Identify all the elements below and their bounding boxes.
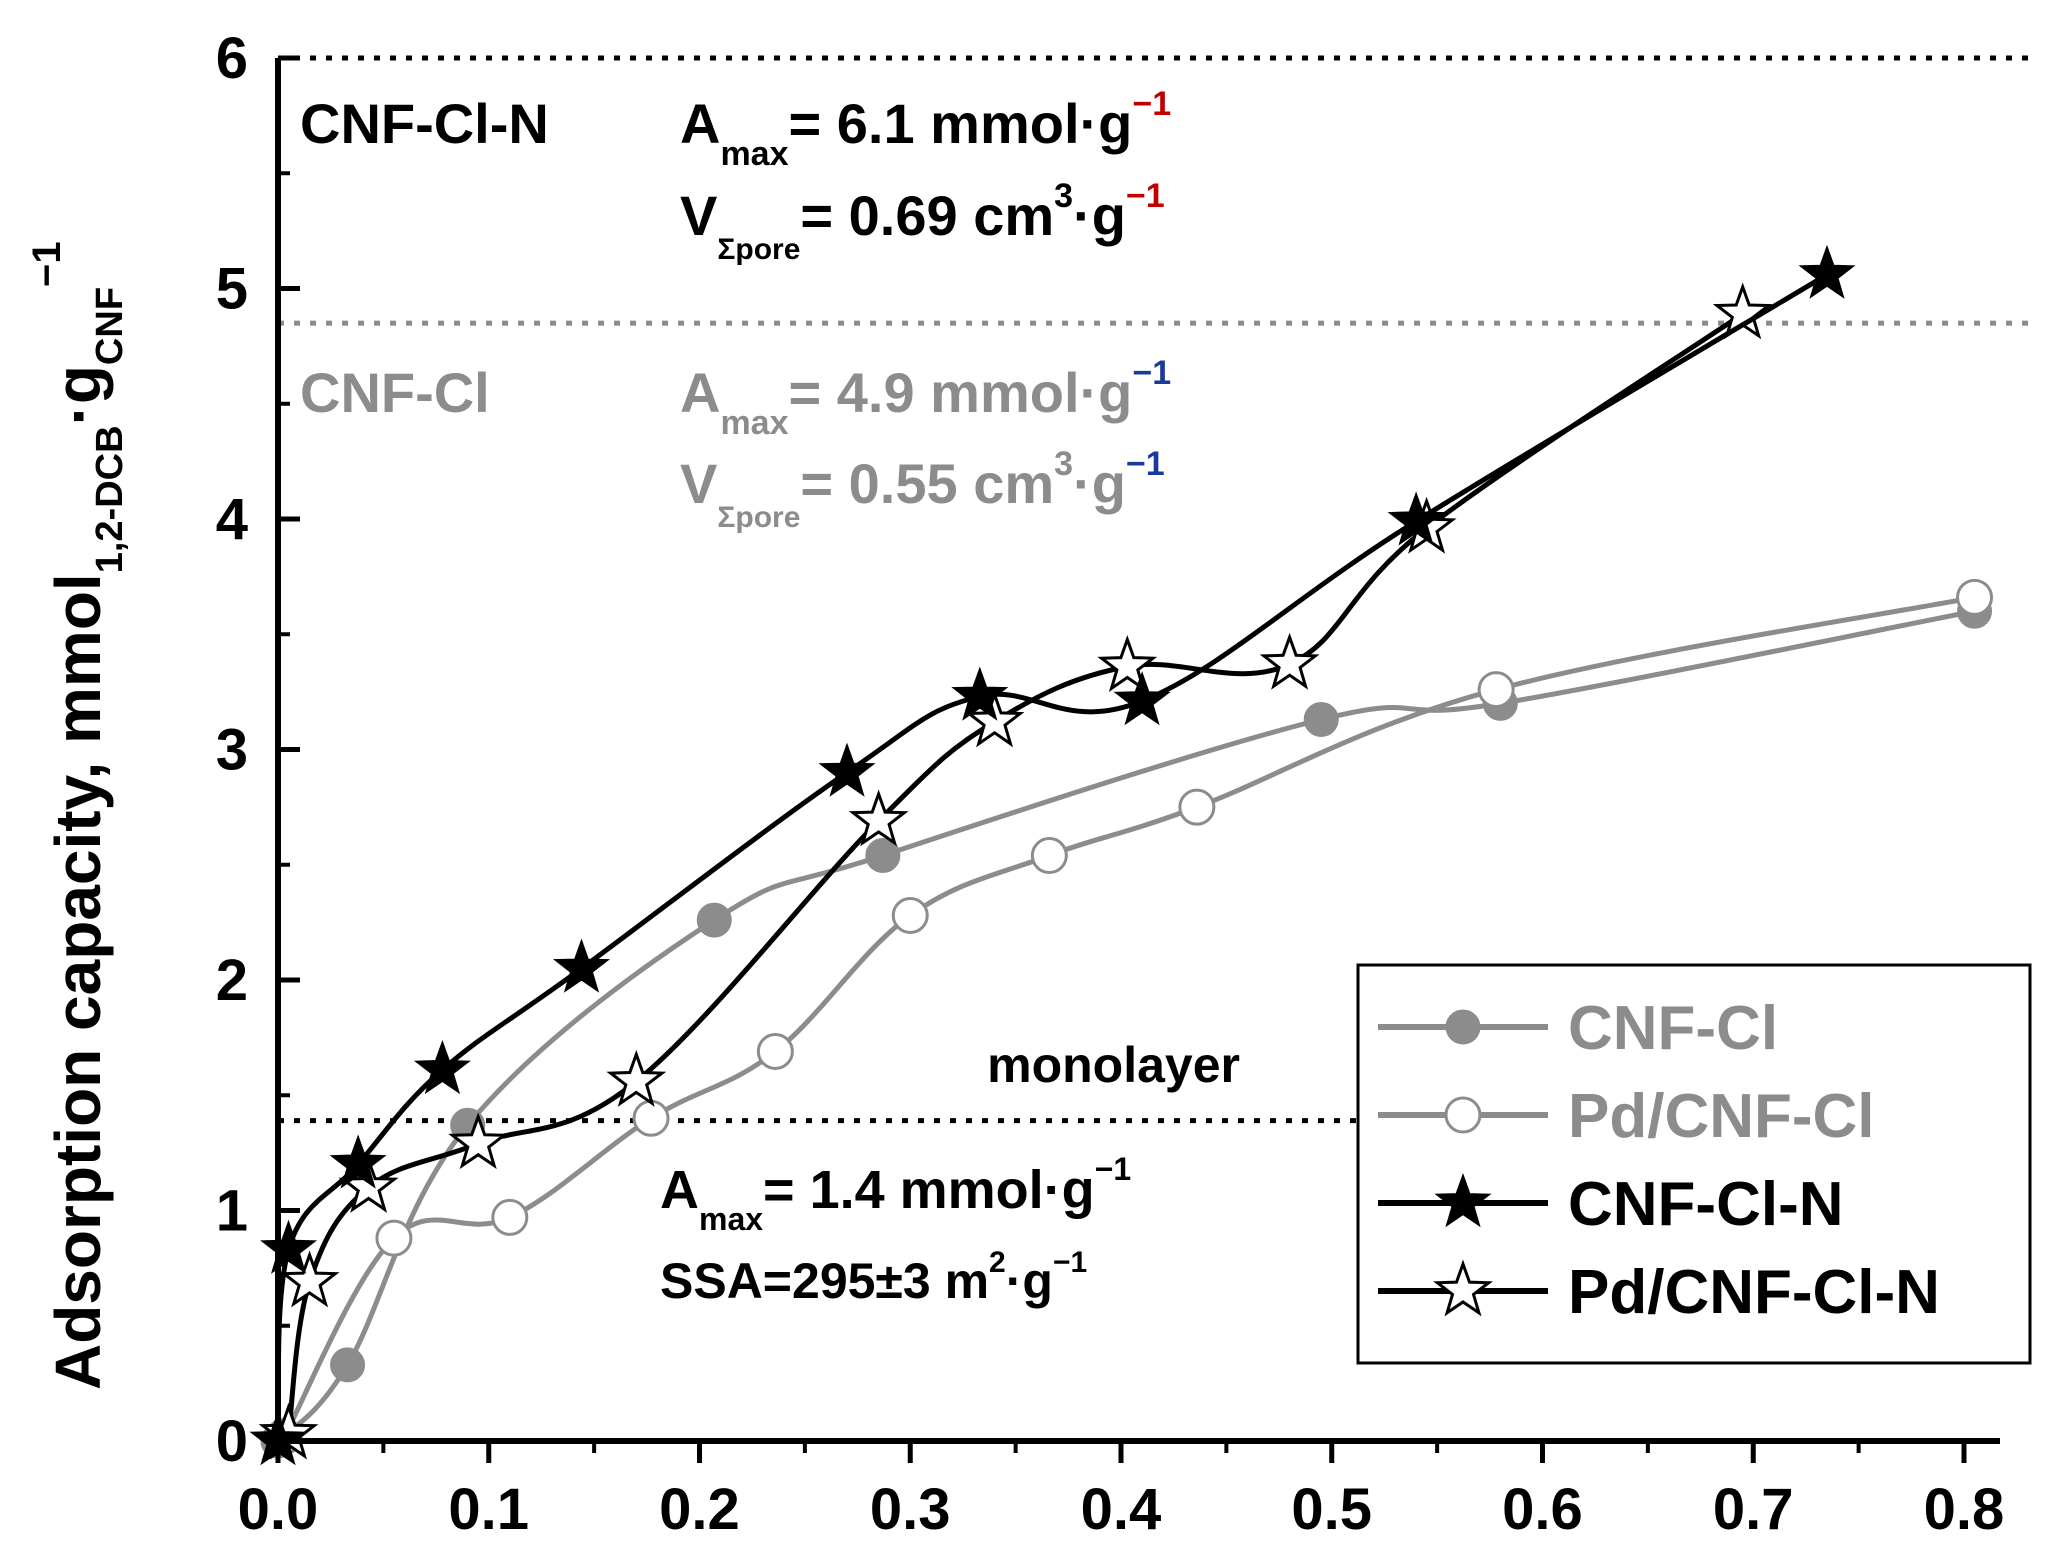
monolayer-ssa: SSA=295±3 m2·g−1 xyxy=(660,1246,1087,1309)
cnf-cl-n-label: CNF-Cl-N xyxy=(300,92,549,155)
monolayer-annotation: monolayer Amax= 1.4 mmol·g−1 SSA=295±3 m… xyxy=(660,1037,1240,1309)
data-point-cnf-cl xyxy=(1303,702,1339,738)
cnf-cl-n-annotation: CNF-Cl-N Amax= 6.1 mmol·g−1 VΣpore= 0.69… xyxy=(300,85,1171,266)
x-tick-label: 0.5 xyxy=(1291,1477,1372,1542)
data-point-cnf-cl-n xyxy=(260,1219,318,1274)
data-point-cnf-cl-n xyxy=(1798,244,1856,299)
data-point-pd-cnf-cl-n xyxy=(279,1250,340,1308)
data-point-pd-cnf-cl-n xyxy=(1259,632,1320,690)
cnf-cl-n-amax: Amax= 6.1 mmol·g−1 xyxy=(680,85,1171,173)
legend-marker xyxy=(1445,1009,1481,1045)
x-tick-label: 0.4 xyxy=(1081,1477,1162,1542)
data-point-cnf-cl xyxy=(330,1347,366,1383)
data-point-pd-cnf-cl-n xyxy=(964,690,1025,748)
data-point-pd-cnf-cl xyxy=(1178,788,1216,826)
y-tick-label: 5 xyxy=(216,257,248,322)
cnf-cl-label: CNF-Cl xyxy=(300,361,490,424)
legend-label: Pd/CNF-Cl xyxy=(1568,1082,1875,1151)
y-axis-label: Adsorption capacity, mmol1,2-DCB·gCNF−1 xyxy=(25,241,131,1390)
data-point-pd-cnf-cl xyxy=(632,1099,670,1137)
legend-marker xyxy=(1433,1259,1493,1317)
x-tick-label: 0.2 xyxy=(659,1477,740,1542)
data-point-pd-cnf-cl xyxy=(756,1032,794,1070)
data-point-cnf-cl-n xyxy=(552,938,611,993)
cnf-cl-annotation: CNF-Cl Amax= 4.9 mmol·g−1 VΣpore= 0.55 c… xyxy=(300,354,1171,534)
data-point-cnf-cl-n xyxy=(951,666,1009,721)
data-point-pd-cnf-cl-n xyxy=(848,789,909,847)
y-tick-label: 4 xyxy=(216,487,248,552)
x-tick-label: 0.7 xyxy=(1713,1477,1794,1542)
monolayer-amax: Amax= 1.4 mmol·g−1 xyxy=(660,1151,1131,1237)
y-tick-label: 3 xyxy=(216,718,248,783)
x-tick-label: 0.0 xyxy=(238,1477,319,1542)
series-layer xyxy=(249,244,1994,1466)
legend-label: CNF-Cl xyxy=(1568,994,1778,1063)
legend-entry-pd-cnf-cl-n: Pd/CNF-Cl-N xyxy=(1378,1258,1940,1327)
y-tick-label: 1 xyxy=(216,1179,248,1244)
ticks: 0 1 2 3 4 5 6 0.0 0.1 0.2 0.3 0.4 0.5 0.6 0.7 0.8 xyxy=(216,26,2005,1542)
legend-marker xyxy=(1444,1096,1482,1134)
data-point-pd-cnf-cl xyxy=(1477,671,1515,709)
legend-entry-cnf-cl-n: CNF-Cl-N xyxy=(1378,1170,1844,1239)
data-point-pd-cnf-cl xyxy=(1956,578,1994,616)
data-point-pd-cnf-cl-n xyxy=(1097,635,1158,693)
y-tick-label: 2 xyxy=(216,948,248,1013)
data-point-cnf-cl xyxy=(865,838,901,874)
y-tick-label: 6 xyxy=(216,26,248,91)
legend-label: CNF-Cl-N xyxy=(1568,1170,1844,1239)
legend-marker xyxy=(1434,1173,1492,1228)
x-tick-label: 0.8 xyxy=(1924,1477,2005,1542)
x-tick-label: 0.3 xyxy=(870,1477,951,1542)
x-tick-label: 0.1 xyxy=(448,1477,529,1542)
legend-entry-cnf-cl: CNF-Cl xyxy=(1378,994,1778,1063)
data-point-cnf-cl-n xyxy=(1387,491,1445,546)
data-point-pd-cnf-cl-n xyxy=(448,1112,509,1170)
data-point-cnf-cl-n xyxy=(413,1039,471,1095)
monolayer-label: monolayer xyxy=(987,1037,1240,1093)
data-point-pd-cnf-cl xyxy=(891,896,929,934)
data-point-cnf-cl-n xyxy=(818,742,876,797)
cnf-cl-vpore: VΣpore= 0.55 cm3·g−1 xyxy=(680,445,1165,534)
series-cnf-cl-n xyxy=(249,244,1856,1466)
data-point-pd-cnf-cl-n xyxy=(606,1049,667,1107)
data-point-cnf-cl-n xyxy=(329,1134,387,1189)
cnf-cl-amax: Amax= 4.9 mmol·g−1 xyxy=(680,354,1171,442)
cnf-cl-n-vpore: VΣpore= 0.69 cm3·g−1 xyxy=(680,177,1165,266)
data-point-cnf-cl xyxy=(696,902,732,938)
legend-label: Pd/CNF-Cl-N xyxy=(1568,1258,1940,1327)
data-point-pd-cnf-cl xyxy=(1030,837,1068,875)
y-tick-label: 0 xyxy=(216,1409,248,1474)
data-point-pd-cnf-cl xyxy=(491,1198,529,1236)
legend-entries: CNF-Cl Pd/CNF-Cl CNF-Cl-N Pd/CNF-Cl-N xyxy=(1378,994,1940,1327)
legend: CNF-Cl Pd/CNF-Cl CNF-Cl-N Pd/CNF-Cl-N xyxy=(1356,963,2032,1365)
legend-entry-pd-cnf-cl: Pd/CNF-Cl xyxy=(1378,1082,1875,1151)
data-point-pd-cnf-cl xyxy=(375,1219,413,1257)
data-point-cnf-cl-n xyxy=(1113,671,1171,726)
x-tick-label: 0.6 xyxy=(1502,1477,1583,1542)
